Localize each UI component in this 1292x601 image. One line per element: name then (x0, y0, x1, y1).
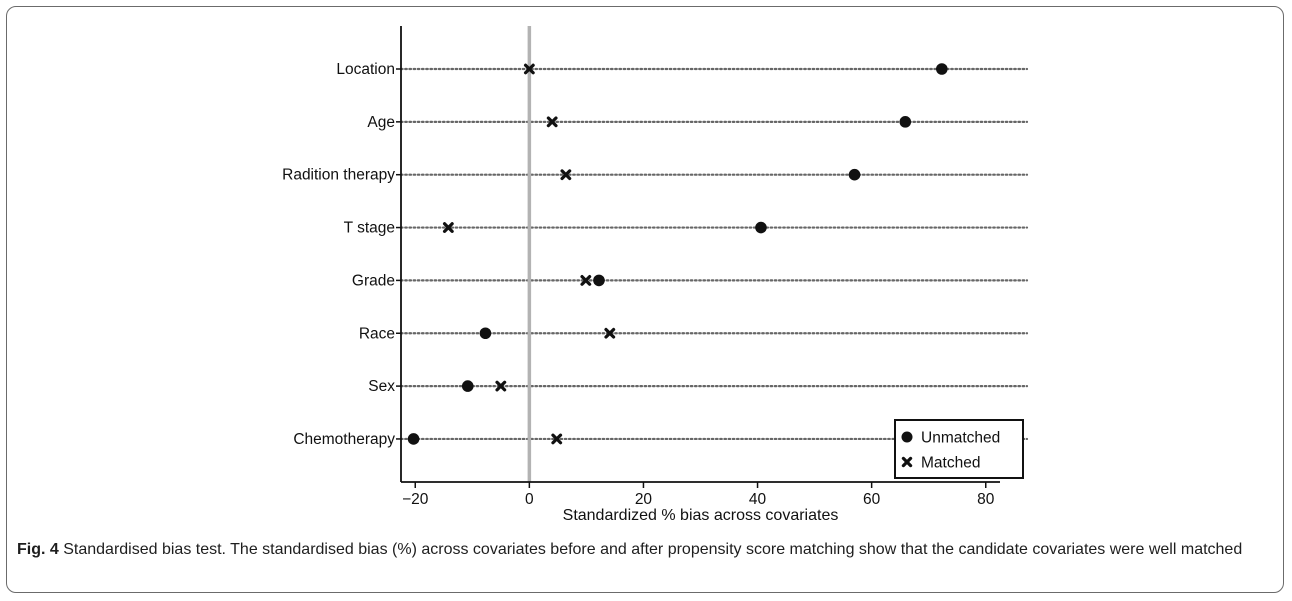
caption-text: Standardised bias test. The standardised… (59, 541, 1242, 558)
y-tick-label: Radition therapy (282, 167, 395, 184)
legend-label: Unmatched (921, 430, 1000, 447)
unmatched-point (755, 222, 767, 234)
unmatched-point (593, 275, 605, 287)
x-axis-label: Standardized % bias across covariates (563, 507, 839, 524)
x-tick-label: 60 (863, 491, 881, 508)
x-tick-label: 20 (635, 491, 653, 508)
y-tick-label: Race (359, 325, 395, 342)
x-tick-label: 40 (749, 491, 767, 508)
x-tick-label: 80 (977, 491, 995, 508)
unmatched-point (462, 380, 474, 392)
x-tick-label: 0 (525, 491, 534, 508)
unmatched-point (408, 433, 420, 445)
unmatched-point (849, 169, 861, 181)
unmatched-point (900, 116, 912, 128)
legend-label: Matched (921, 455, 980, 472)
y-tick-label: Location (336, 61, 395, 78)
caption-label: Fig. 4 (17, 541, 59, 558)
y-tick-label: T stage (344, 220, 395, 237)
y-tick-label: Chemotherapy (293, 431, 395, 448)
data-markers (408, 63, 948, 445)
y-tick-label: Grade (352, 272, 395, 289)
y-tick-label: Sex (368, 378, 395, 395)
x-tick-label: −20 (402, 491, 429, 508)
unmatched-point (480, 327, 492, 339)
covariate-rows: Location Age Radition therapy T stage Grade R… (282, 61, 1027, 448)
legend: Unmatched Matched (895, 420, 1023, 478)
y-tick-label: Age (367, 114, 395, 131)
unmatched-point (936, 63, 948, 75)
legend-circle-marker (902, 432, 913, 443)
figure-caption: Fig. 4 Standardised bias test. The stand… (17, 538, 1272, 562)
